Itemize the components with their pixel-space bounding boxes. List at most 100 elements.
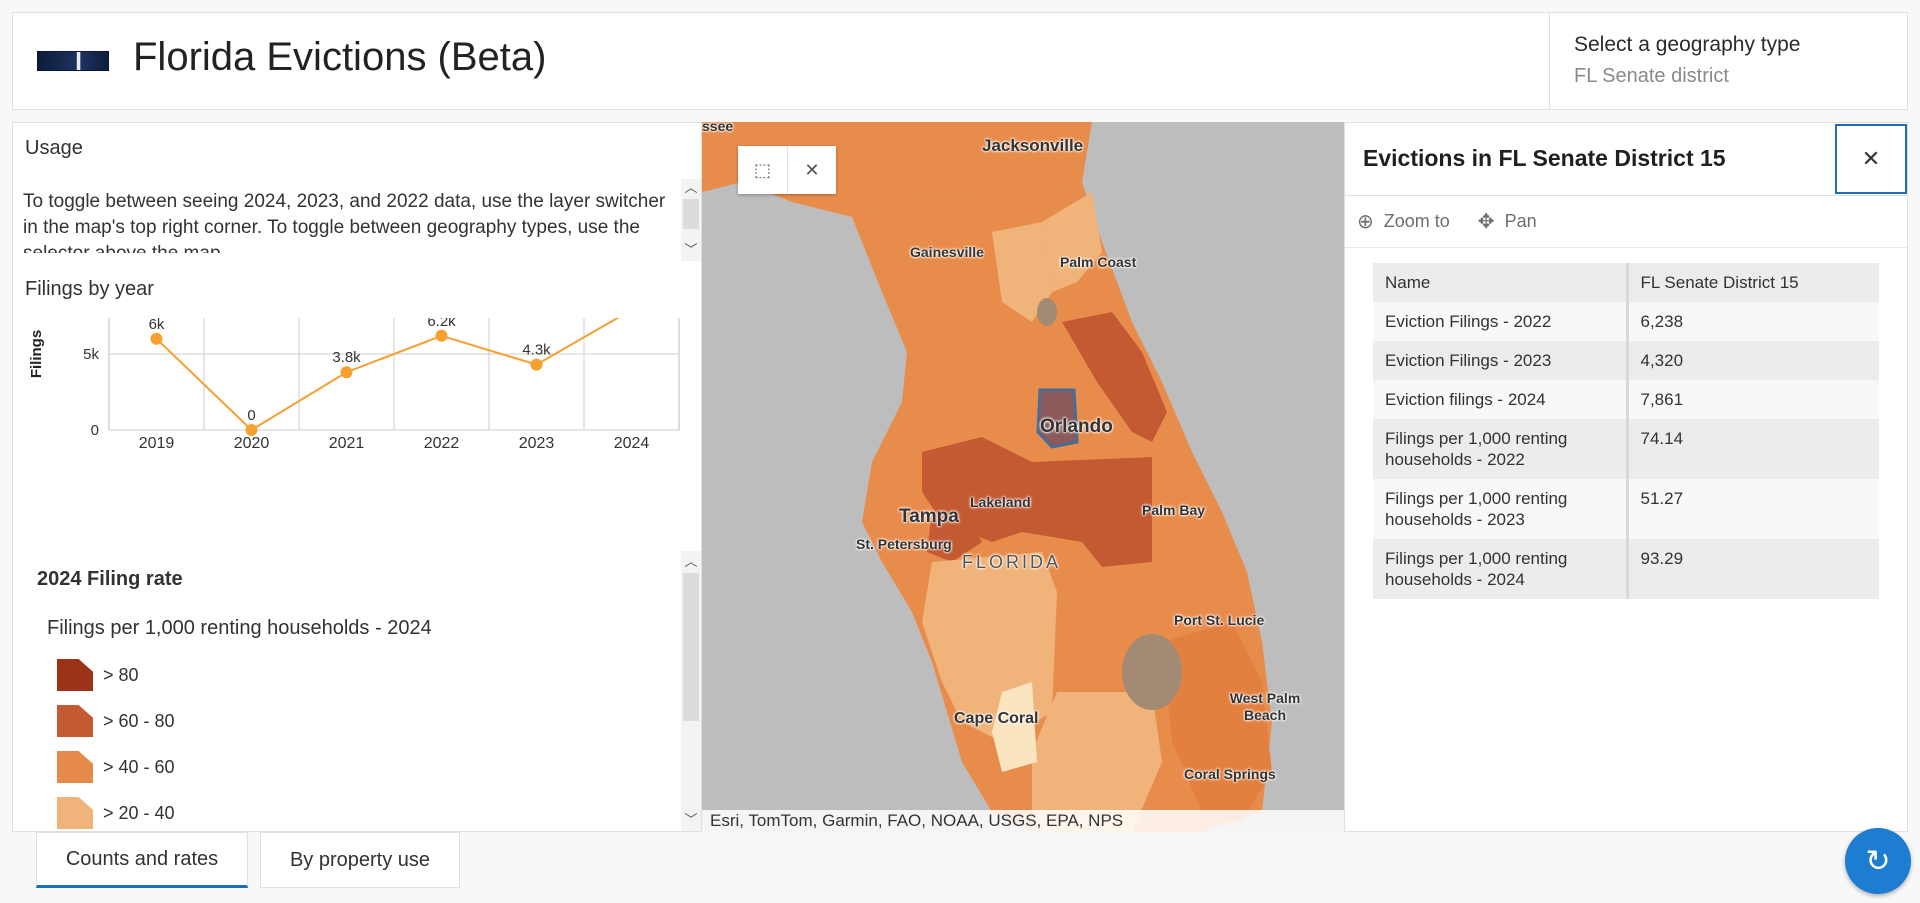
- data-label: 0: [247, 407, 255, 424]
- legend-title: 2024 Filing rate: [37, 568, 183, 590]
- refresh-button[interactable]: ↻: [1845, 828, 1911, 894]
- place-label: Orlando: [1040, 416, 1113, 437]
- tab-counts-and-rates[interactable]: Counts and rates: [36, 832, 248, 888]
- attribute-key: Filings per 1,000 renting households - 2…: [1373, 419, 1629, 479]
- usage-title: Usage: [25, 137, 83, 159]
- place-label: Coral Springs: [1184, 766, 1276, 782]
- place-label: Gainesville: [910, 244, 984, 260]
- place-label: Lakeland: [970, 494, 1031, 510]
- close-icon[interactable]: ✕: [787, 146, 836, 194]
- attribute-key: Eviction Filings - 2023: [1373, 341, 1629, 380]
- table-row: Eviction Filings - 2023 4,320: [1373, 341, 1879, 380]
- close-popup-button[interactable]: ✕: [1835, 124, 1907, 194]
- divider: [1345, 247, 1907, 248]
- legend-label: > 40 - 60: [103, 756, 175, 777]
- x-tick-label: 2022: [424, 435, 460, 452]
- y-tick-label: 5k: [83, 346, 99, 363]
- divider: [1345, 195, 1907, 196]
- app-header: Florida Evictions (Beta) Select a geogra…: [12, 12, 1908, 110]
- popup-actions: ⊕ Zoom to ✥ Pan: [1357, 209, 1537, 234]
- legend-swatch: [57, 797, 93, 829]
- select-area-icon[interactable]: ⬚: [753, 159, 771, 180]
- geography-selector[interactable]: Select a geography type FL Senate distri…: [1549, 13, 1908, 109]
- legend-label: > 60 - 80: [103, 710, 175, 731]
- place-label: St. Petersburg: [856, 536, 952, 552]
- y-axis-label: Filings: [28, 330, 45, 378]
- chart-title: Filings by year: [25, 278, 154, 300]
- x-tick-label: 2020: [234, 435, 270, 452]
- place-label: Port St. Lucie: [1174, 612, 1265, 628]
- pan-button[interactable]: ✥ Pan: [1478, 209, 1537, 234]
- data-point: [530, 358, 543, 371]
- legend-swatch: [57, 705, 93, 737]
- scroll-down-icon[interactable]: ﹀: [684, 812, 698, 827]
- refresh-icon: ↻: [1865, 844, 1891, 878]
- attribute-value: FL Senate District 15: [1640, 273, 1799, 292]
- geography-value[interactable]: FL Senate district: [1574, 65, 1729, 87]
- scroll-up-icon[interactable]: ︿: [684, 180, 698, 195]
- data-point: [340, 366, 353, 379]
- filings-chart: 05k10kFilings2019202020212022202320246k0…: [28, 318, 680, 452]
- left-panel: Usage To toggle between seeing 2024, 202…: [12, 122, 702, 832]
- legend-swatch: [57, 751, 93, 783]
- place-label: West Palm Beach: [1229, 690, 1301, 723]
- legend-label: > 80: [103, 664, 139, 685]
- data-point: [150, 332, 163, 345]
- data-point: [245, 424, 258, 436]
- place-label: Palm Bay: [1142, 502, 1206, 518]
- series-line: [155, 318, 620, 432]
- legend-item: > 40 - 60: [57, 749, 175, 785]
- legend-scrollbar[interactable]: ︿ ﹀: [681, 551, 701, 831]
- scrollbar-thumb[interactable]: [683, 573, 699, 721]
- scroll-up-icon[interactable]: ︿: [684, 554, 698, 569]
- logo: [37, 51, 109, 71]
- attribute-key: Eviction Filings - 2022: [1373, 302, 1629, 341]
- pan-label: Pan: [1504, 211, 1537, 231]
- data-label: 3.8k: [332, 349, 361, 366]
- attribute-key: Name: [1373, 263, 1629, 302]
- map-toolbar: ⬚ ✕: [738, 146, 836, 194]
- tab-by-property-use[interactable]: By property use: [260, 832, 460, 888]
- attribute-table: Name FL Senate District 15 Eviction Filin…: [1373, 263, 1879, 599]
- attribute-value: 51.27: [1640, 489, 1684, 508]
- table-row: Filings per 1,000 renting households - 2…: [1373, 419, 1879, 479]
- attribute-value: 6,238: [1640, 312, 1684, 331]
- usage-text: To toggle between seeing 2024, 2023, and…: [23, 191, 666, 253]
- map-view[interactable]: Jacksonville ssee Gainesville Palm Coast…: [702, 122, 1344, 832]
- scroll-down-icon[interactable]: ﹀: [684, 242, 698, 257]
- x-tick-label: 2021: [329, 435, 365, 452]
- usage-scrollbar[interactable]: ︿ ﹀: [681, 179, 701, 261]
- scrollbar-thumb[interactable]: [683, 199, 699, 229]
- florida-map[interactable]: [702, 122, 1344, 832]
- zoom-to-label: Zoom to: [1383, 211, 1450, 231]
- attribute-value: 4,320: [1640, 351, 1684, 370]
- zoom-in-icon: ⊕: [1357, 211, 1374, 233]
- region-label: FLORIDA: [962, 552, 1062, 572]
- data-label: 4.3k: [522, 342, 551, 359]
- y-tick-label: 0: [91, 422, 99, 439]
- attribute-key: Eviction filings - 2024: [1373, 380, 1629, 419]
- attribute-key: Filings per 1,000 renting households - 2…: [1373, 539, 1629, 599]
- feature-popup: Evictions in FL Senate District 15 ✕ ⊕ Z…: [1344, 122, 1908, 832]
- attribute-value: 93.29: [1640, 549, 1684, 568]
- legend-item: > 60 - 80: [57, 703, 175, 739]
- legend-item: > 80: [57, 657, 139, 693]
- x-tick-label: 2023: [519, 435, 555, 452]
- table-row: Filings per 1,000 renting households - 2…: [1373, 479, 1879, 539]
- map-attribution: Esri, TomTom, Garmin, FAO, NOAA, USGS, E…: [702, 810, 1344, 832]
- attribute-key: Filings per 1,000 renting households - 2…: [1373, 479, 1629, 539]
- data-point: [435, 329, 448, 342]
- legend-item: > 20 - 40: [57, 795, 175, 831]
- table-row: Eviction Filings - 2022 6,238: [1373, 302, 1879, 341]
- place-label: Palm Coast: [1060, 254, 1137, 270]
- table-row: Eviction filings - 2024 7,861: [1373, 380, 1879, 419]
- zoom-to-button[interactable]: ⊕ Zoom to: [1357, 209, 1450, 234]
- place-label: Cape Coral: [954, 710, 1039, 727]
- move-icon: ✥: [1477, 211, 1495, 233]
- x-tick-label: 2019: [139, 435, 175, 452]
- place-label: ssee: [702, 122, 734, 134]
- legend-label: > 20 - 40: [103, 802, 175, 823]
- app-title: Florida Evictions (Beta): [133, 35, 547, 79]
- data-label: 6.2k: [427, 318, 456, 330]
- legend-subtitle: Filings per 1,000 renting households - 2…: [47, 617, 432, 639]
